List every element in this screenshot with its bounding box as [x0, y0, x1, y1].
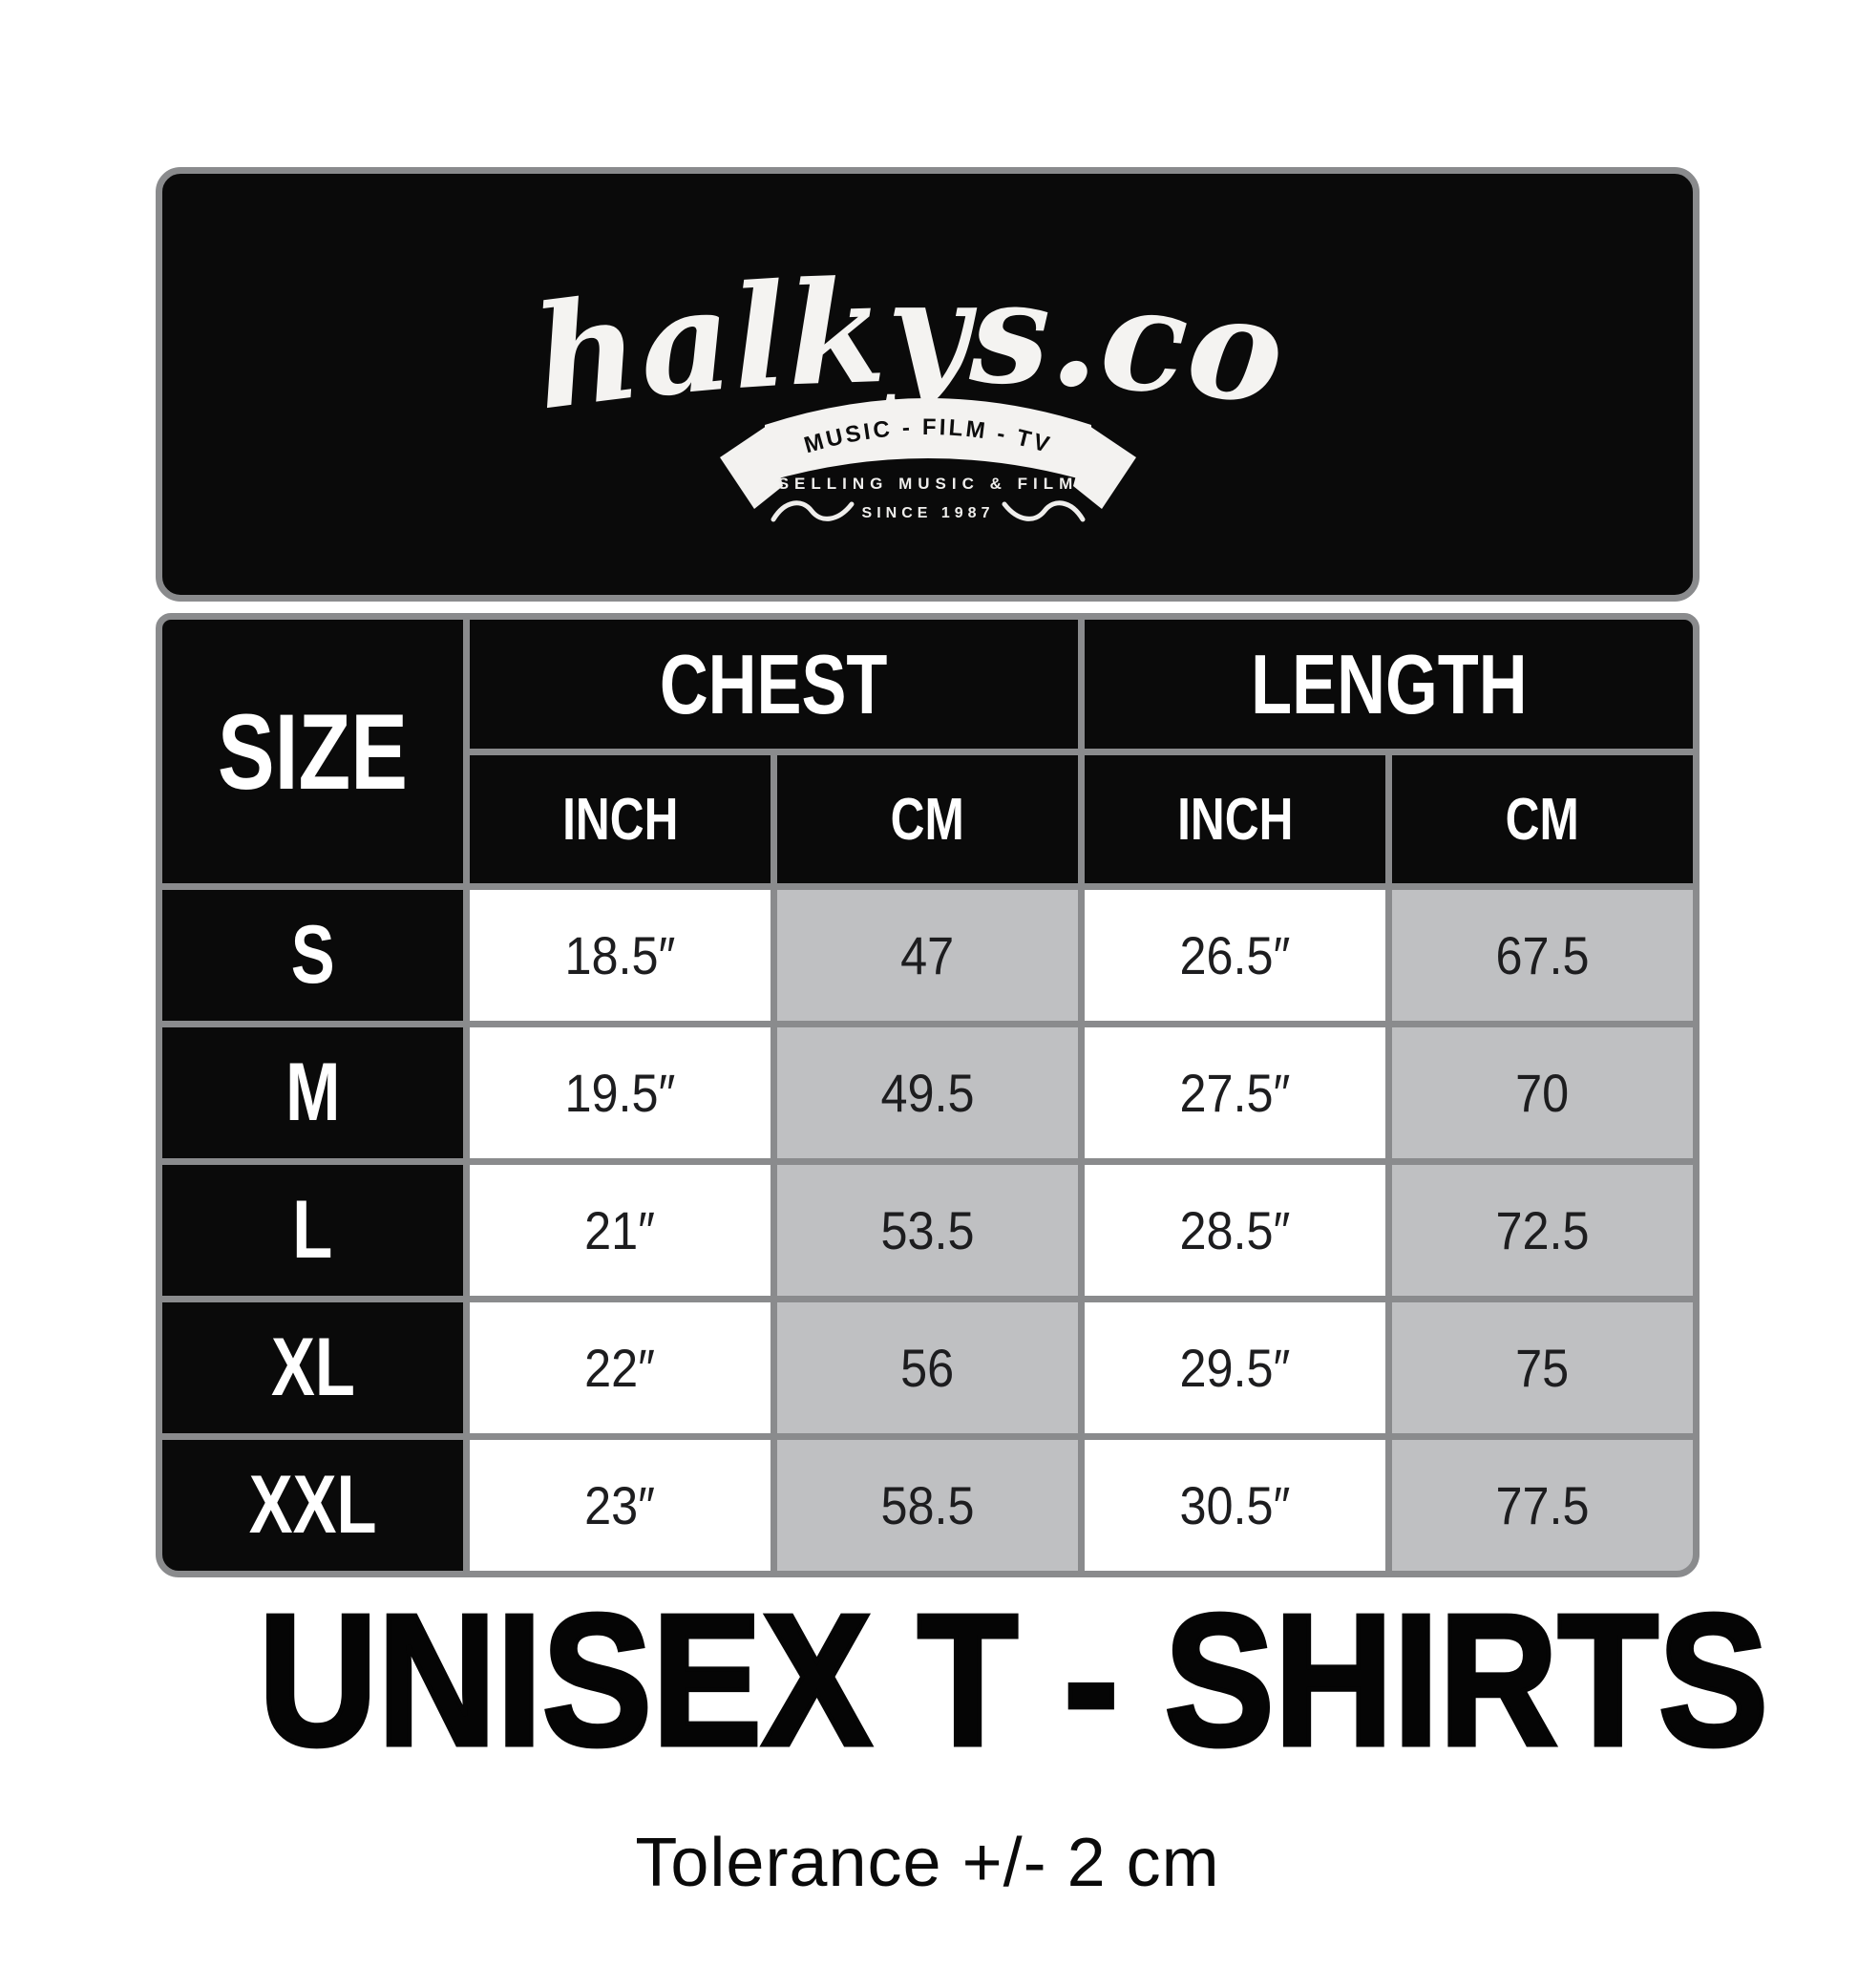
- row-label-l: L: [162, 1165, 463, 1296]
- cell-xxl-chest-cm: 58.5: [777, 1440, 1078, 1571]
- brand-logo-panel: Chalkys.com MUSIC - FILM - TV SELLING MU…: [156, 167, 1700, 602]
- size-table: SIZE CHEST LENGTH INCH CM INCH CM S 18.5…: [156, 613, 1700, 1577]
- header-length-inch: INCH: [1085, 755, 1385, 883]
- cell-m-length-cm: 70: [1392, 1027, 1693, 1158]
- cell-l-chest-cm: 53.5: [777, 1165, 1078, 1296]
- cell-m-chest-inch: 19.5″: [470, 1027, 771, 1158]
- cell-l-length-cm: 72.5: [1392, 1165, 1693, 1296]
- header-length-cm: CM: [1392, 755, 1693, 883]
- cell-xl-length-cm: 75: [1392, 1302, 1693, 1433]
- cell-s-length-inch: 26.5″: [1085, 890, 1385, 1021]
- row-label-xl: XL: [162, 1302, 463, 1433]
- cell-xxl-chest-inch: 23″: [470, 1440, 771, 1571]
- cell-l-chest-inch: 21″: [470, 1165, 771, 1296]
- cell-l-length-inch: 28.5″: [1085, 1165, 1385, 1296]
- cell-xl-length-inch: 29.5″: [1085, 1302, 1385, 1433]
- flourish-left-icon: [771, 500, 855, 522]
- header-size: SIZE: [162, 620, 463, 883]
- header-chest-inch: INCH: [470, 755, 771, 883]
- product-title: UNISEX T - SHIRTS: [257, 1576, 1771, 1785]
- header-length: LENGTH: [1085, 620, 1693, 749]
- row-label-xxl: XXL: [162, 1440, 463, 1571]
- footer: UNISEX T - SHIRTS Tolerance +/- 2 cm: [156, 1584, 1771, 1902]
- row-label-m: M: [162, 1027, 463, 1158]
- content-column: Chalkys.com MUSIC - FILM - TV SELLING MU…: [156, 167, 1771, 1902]
- row-label-s: S: [162, 890, 463, 1021]
- tolerance-note: Tolerance +/- 2 cm: [635, 1825, 1220, 1901]
- cell-m-chest-cm: 49.5: [777, 1027, 1078, 1158]
- header-chest-cm: CM: [777, 755, 1078, 883]
- cell-xxl-length-cm: 77.5: [1392, 1440, 1693, 1571]
- cell-xxl-length-inch: 30.5″: [1085, 1440, 1385, 1571]
- brand-tagline: SELLING MUSIC & FILM: [778, 475, 1079, 493]
- cell-xl-chest-inch: 22″: [470, 1302, 771, 1433]
- brand-logo-graphic: Chalkys.com MUSIC - FILM - TV SELLING MU…: [162, 174, 1292, 522]
- cell-s-length-cm: 67.5: [1392, 890, 1693, 1021]
- header-chest: CHEST: [470, 620, 1078, 749]
- cell-m-length-inch: 27.5″: [1085, 1027, 1385, 1158]
- brand-since: SINCE 1987: [862, 505, 995, 521]
- cell-xl-chest-cm: 56: [777, 1302, 1078, 1433]
- brand-wordmark: Chalkys.com: [162, 174, 1292, 441]
- ribbon-banner-icon: [720, 398, 1136, 509]
- cell-s-chest-cm: 47: [777, 890, 1078, 1021]
- flourish-right-icon: [1002, 500, 1086, 522]
- cell-s-chest-inch: 18.5″: [470, 890, 771, 1021]
